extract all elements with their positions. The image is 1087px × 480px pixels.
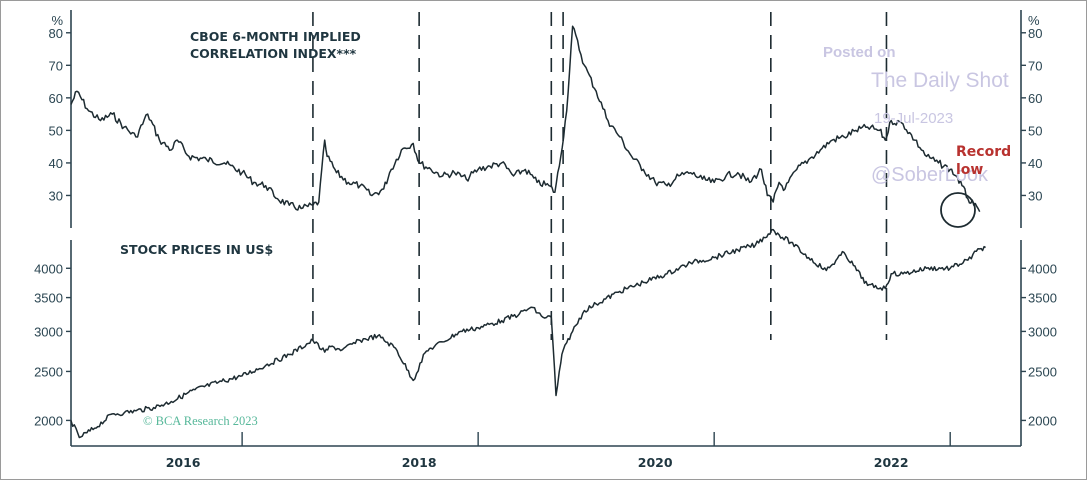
y-tick-label-right: 70	[1028, 58, 1042, 73]
y-tick-label-right: 3000	[1028, 324, 1057, 339]
series-lines	[70, 25, 986, 439]
y-tick-label-left: 70	[49, 58, 63, 73]
y-tick-label-right: 30	[1028, 188, 1042, 203]
record-label-line1: Record	[956, 144, 1011, 160]
y-tick-label-right: 2000	[1028, 413, 1057, 428]
bottom-panel-title: STOCK PRICES IN US$	[120, 242, 273, 257]
x-ticks: 2016 2018 2020 2022	[166, 432, 951, 470]
top-panel-title-line2: CORRELATION INDEX***	[190, 46, 357, 61]
x-tick-label: 2018	[402, 455, 437, 470]
axes	[70, 10, 1022, 447]
y-tick-label-right: 4000	[1028, 261, 1057, 276]
y-tick-label-right: 2500	[1028, 364, 1057, 379]
y-tick-label-right: 50	[1028, 123, 1042, 138]
watermark-date: 19-Jul-2023	[874, 110, 953, 127]
y-tick-label-right: 40	[1028, 156, 1042, 171]
y-tick-label-left: 2000	[34, 413, 63, 428]
y-tick-label-right: 3500	[1028, 291, 1057, 306]
unit-label-right: %	[1028, 13, 1040, 28]
y-tick-label-left: 50	[49, 123, 63, 138]
copyright-text: © BCA Research 2023	[143, 414, 258, 428]
watermark-posted: Posted on	[823, 44, 896, 61]
y-ticks: 30 30 40 40 50 50 60 60 70 70 80 80% % 2000 2000 2500 25…	[34, 13, 1057, 428]
y-tick-label-left: 60	[49, 91, 63, 106]
y-tick-label-left: 40	[49, 156, 63, 171]
y-tick-label-left: 3500	[34, 291, 63, 306]
correlation-index-line	[70, 25, 981, 213]
y-tick-label-left: 80	[49, 26, 63, 41]
stock-price-line	[70, 228, 986, 439]
x-tick-label: 2022	[874, 455, 909, 470]
y-tick-label-left: 3000	[34, 324, 63, 339]
record-label-line2: low	[956, 162, 983, 178]
top-panel-title-line1: CBOE 6-MONTH IMPLIED	[190, 29, 361, 44]
x-tick-label: 2016	[166, 455, 201, 470]
event-lines	[312, 12, 888, 340]
y-tick-label-right: 60	[1028, 91, 1042, 106]
y-tick-label-right: 80	[1028, 26, 1042, 41]
y-tick-label-left: 30	[49, 188, 63, 203]
watermark-site: The Daily Shot	[871, 69, 1009, 92]
x-tick-label: 2020	[638, 455, 673, 470]
y-tick-label-left: 4000	[34, 261, 63, 276]
y-tick-label-left: 2500	[34, 364, 63, 379]
record-low-circle	[940, 192, 976, 228]
unit-label-left: %	[51, 13, 63, 28]
watermark-handle: @SoberLook	[871, 164, 989, 186]
